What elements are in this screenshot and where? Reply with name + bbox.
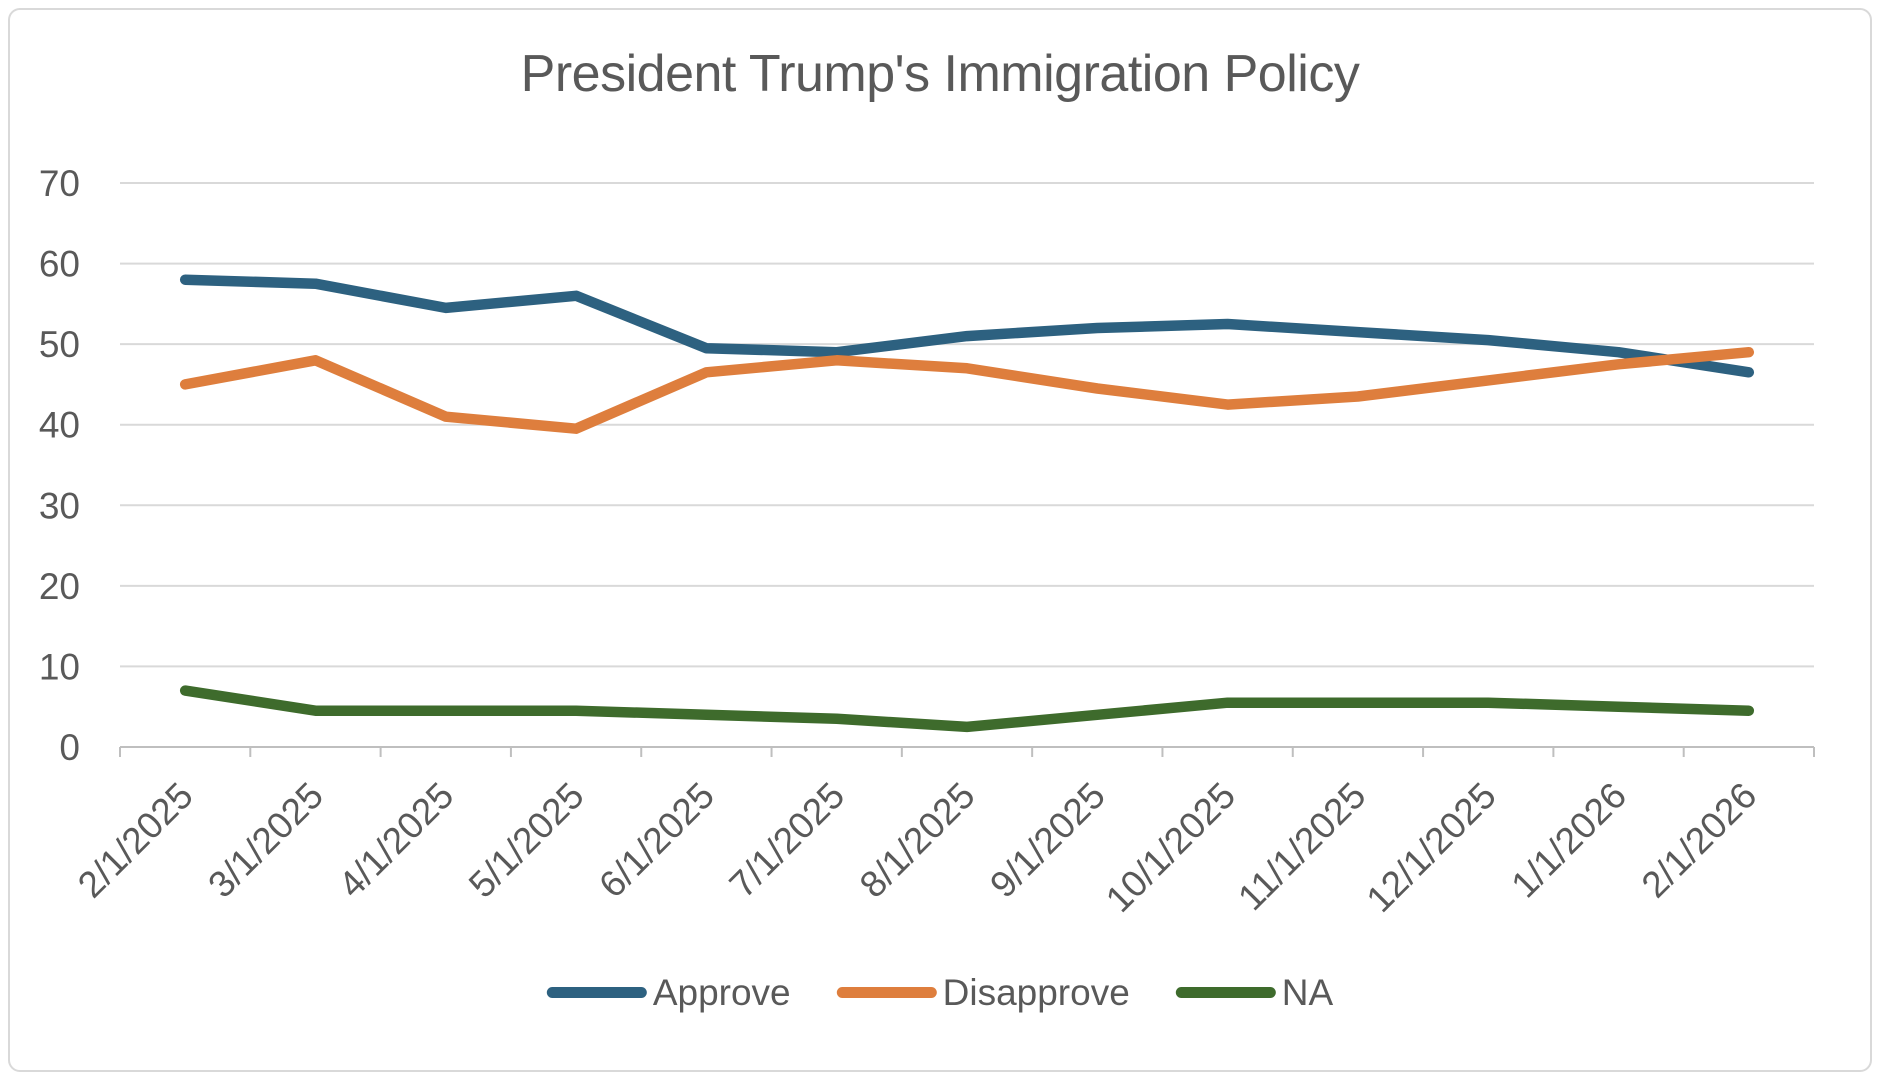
y-axis-label: 20 <box>39 566 80 607</box>
x-axis-label: 12/1/2025 <box>1358 775 1503 920</box>
y-axis-label: 50 <box>39 324 80 365</box>
y-axis-label: 40 <box>39 405 80 446</box>
x-axis-label: 1/1/2026 <box>1503 775 1634 906</box>
legend-marker-disapprove <box>836 987 937 998</box>
x-axis-label: 2/1/2026 <box>1634 775 1765 906</box>
y-axis-label: 30 <box>39 485 80 526</box>
series-line-approve <box>179 274 1755 378</box>
chart-title: President Trump's Immigration Policy <box>520 45 1360 103</box>
legend-marker-na <box>1175 987 1276 998</box>
x-axis-label: 6/1/2025 <box>591 775 722 906</box>
x-axis-label: 5/1/2025 <box>461 775 592 906</box>
x-axis-label: 7/1/2025 <box>722 775 853 906</box>
legend-item-disapprove: Disapprove <box>836 972 1130 1013</box>
y-axis-label: 70 <box>39 163 80 204</box>
x-axis-label: 11/1/2025 <box>1230 775 1373 918</box>
x-axis-label: 9/1/2025 <box>982 775 1113 906</box>
legend-marker-approve <box>546 987 647 998</box>
legend-item-na: NA <box>1175 972 1334 1013</box>
legend-item-approve: Approve <box>546 972 791 1013</box>
series-line-disapprove <box>179 346 1755 434</box>
legend-label-disapprove: Disapprove <box>942 972 1130 1013</box>
x-axis-label: 10/1/2025 <box>1098 775 1243 920</box>
legend-label-approve: Approve <box>652 972 791 1013</box>
y-axis-label: 0 <box>59 727 80 768</box>
y-axis-label: 60 <box>39 244 80 285</box>
x-axis-label: 3/1/2025 <box>200 775 331 906</box>
legend-label-na: NA <box>1281 972 1334 1013</box>
x-axis-label: 2/1/2025 <box>70 775 201 906</box>
x-axis-label: 4/1/2025 <box>331 775 462 906</box>
x-axis-label: 8/1/2025 <box>852 775 983 906</box>
series-line-na <box>179 685 1755 733</box>
y-axis-label: 10 <box>39 646 80 687</box>
legend: Approve Disapprove NA <box>546 972 1334 1013</box>
